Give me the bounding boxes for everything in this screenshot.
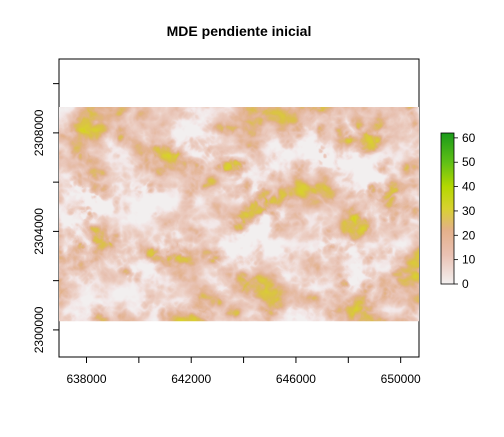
- colorbar-tick-label: 40: [462, 180, 476, 194]
- colorbar-legend: 0 10 20 30 40 50 60: [440, 131, 476, 291]
- y-tick-label: 2308000: [32, 109, 46, 156]
- x-tick-label: 646000: [276, 372, 316, 386]
- colorbar-tick-label: 10: [462, 253, 476, 267]
- colorbar-tick-label: 20: [462, 228, 476, 242]
- y-tick-label: 2304000: [32, 208, 46, 255]
- colorbar-ramp: [440, 132, 455, 285]
- colorbar-tick-label: 0: [462, 277, 469, 291]
- colorbar-tick-label: 50: [462, 155, 476, 169]
- x-tick-label: 642000: [171, 372, 211, 386]
- map-title: MDE pendiente inicial: [167, 23, 312, 39]
- colorbar-ticks: 0 10 20 30 40 50 60: [454, 131, 476, 291]
- x-axis: 638000 642000 646000 650000: [66, 357, 421, 386]
- slope-raster-fill: [59, 107, 419, 322]
- slope-raster: [59, 107, 419, 322]
- x-tick-label: 650000: [381, 372, 421, 386]
- colorbar-tick-label: 30: [462, 204, 476, 218]
- x-tick-label: 638000: [66, 372, 106, 386]
- y-axis: 2300000 2304000 2308000: [32, 83, 59, 353]
- y-tick-label: 2300000: [32, 306, 46, 353]
- colorbar-tick-label: 60: [462, 131, 476, 145]
